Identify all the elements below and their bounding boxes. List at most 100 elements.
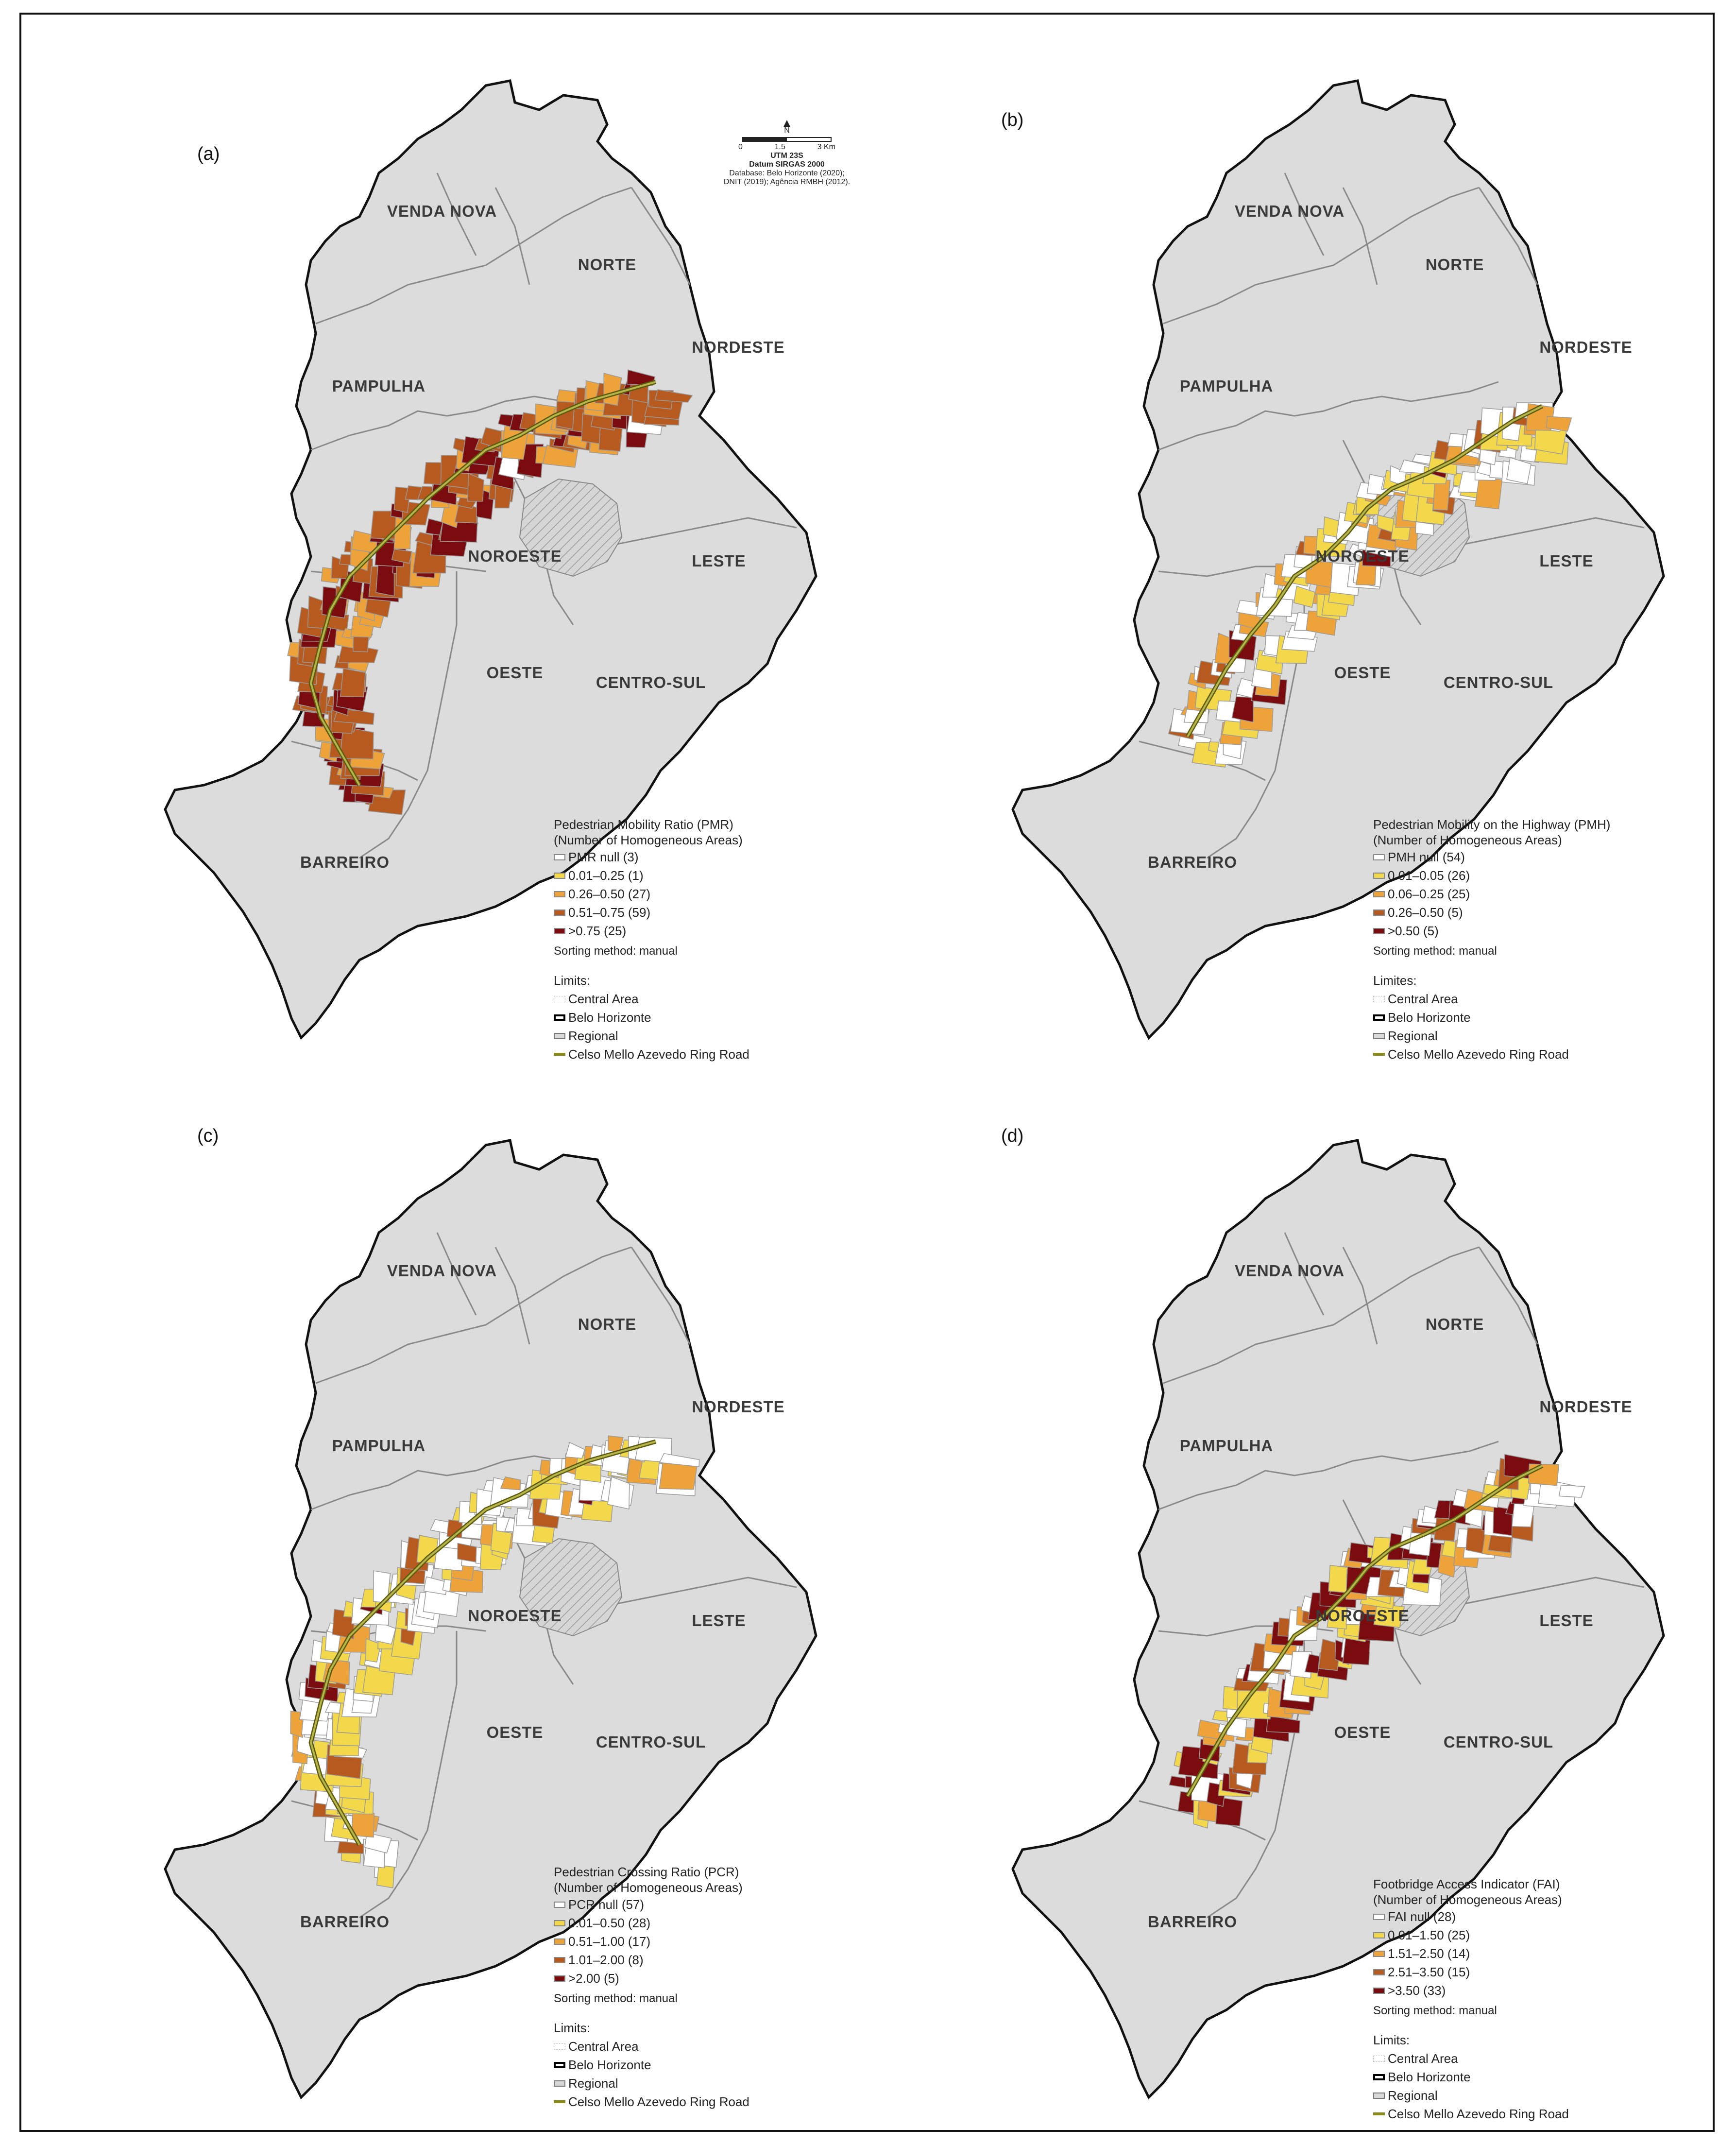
legend-class-label: 0.51–0.75 (59): [568, 905, 651, 920]
limits-label: Regional: [1388, 1029, 1438, 1043]
north-label: N: [784, 126, 790, 135]
limits-label: Celso Mello Azevedo Ring Road: [1388, 2107, 1569, 2121]
map-b: VENDA NOVA NORTE NORDESTE PAMPULHA NOROESTE L…: [1011, 79, 1665, 1040]
north-arrow-icon: ▲: [781, 117, 793, 130]
region-label: VENDA NOVA: [387, 1262, 497, 1280]
limits-swatch: [554, 1014, 565, 1021]
region-label: VENDA NOVA: [1235, 1262, 1345, 1280]
legend-swatch: [554, 909, 565, 916]
map-info: ▲ N 0 1.5 3 Km UTM 23S Datum SIRGAS 2000…: [709, 117, 865, 187]
limits-item: Central Area: [1373, 990, 1610, 1008]
homogeneous-area: [364, 1832, 392, 1854]
legend-swatch: [554, 1938, 565, 1945]
legend-swatch: [554, 1920, 565, 1926]
homogeneous-area: [1475, 475, 1503, 510]
legend-class-label: 0.06–0.25 (25): [1388, 887, 1470, 901]
legend-swatch: [1373, 909, 1385, 916]
limits-item: Regional: [1373, 2086, 1569, 2105]
region-label: NORTE: [578, 256, 637, 274]
datum-label: Datum SIRGAS 2000: [749, 160, 825, 169]
legend-title: Pedestrian Mobility on the Highway (PMH): [1373, 817, 1611, 832]
region-label: NORTE: [1426, 1315, 1484, 1333]
region-label: NORTE: [1426, 256, 1484, 274]
homogeneous-area: [340, 726, 374, 760]
region-label: NORTE: [578, 1315, 637, 1333]
homogeneous-area: [1433, 480, 1451, 511]
region-label: OESTE: [487, 1723, 544, 1741]
homogeneous-area: [423, 1576, 448, 1595]
ring-road-inner: [309, 1441, 656, 1845]
sorting-note: Sorting method: manual: [1373, 2004, 1497, 2017]
limits-item: Celso Mello Azevedo Ring Road: [554, 1045, 749, 1063]
limits-item: Celso Mello Azevedo Ring Road: [1373, 2105, 1569, 2123]
limits-swatch: [1373, 2074, 1385, 2080]
homogeneous-area: [565, 1441, 585, 1459]
legend-swatch: [1373, 1913, 1385, 1920]
limits-swatch: [1373, 2092, 1385, 2099]
legend-class-label: >2.00 (5): [568, 1971, 619, 1986]
homogeneous-area: [467, 473, 484, 502]
panel-d: (d) VENDA NOVA NORTE NORDESTE PAMPULHA NOROE…: [867, 1072, 1715, 2132]
limits-label: Belo Horizonte: [1388, 1010, 1471, 1025]
legend-swatch: [554, 1975, 565, 1982]
legend-swatch: [554, 927, 565, 934]
regional-boundary: [630, 1247, 691, 1345]
limits-label: Belo Horizonte: [568, 2058, 651, 2072]
legend-title: Footbridge Access Indicator (FAI): [1373, 1877, 1560, 1891]
projection-label: UTM 23S: [770, 152, 803, 160]
region-label: LESTE: [692, 1612, 746, 1629]
region-label: VENDA NOVA: [1235, 202, 1345, 220]
legend-class-label: PCR null (57): [568, 1897, 645, 1912]
regional-boundary: [630, 187, 691, 285]
limits-swatch: [554, 2043, 565, 2050]
limits-item: Regional: [554, 2074, 749, 2093]
region-label: OESTE: [487, 664, 544, 682]
legend-swatch: [1373, 1932, 1385, 1938]
legend-class: 0.01–0.25 (1): [554, 866, 749, 885]
region-label: CENTRO-SUL: [1444, 1733, 1553, 1751]
regional-boundary: [315, 1246, 632, 1384]
panel-label: (c): [197, 1126, 219, 1146]
limits-item: Belo Horizonte: [554, 2056, 749, 2074]
limits-title: Limits:: [1373, 2033, 1410, 2047]
limits-swatch: [554, 2100, 565, 2103]
homogeneous-area: [340, 668, 366, 698]
limits-swatch: [1373, 1053, 1385, 1056]
legend-class: PCR null (57): [554, 1895, 749, 1914]
homogeneous-area: [1293, 585, 1316, 608]
limits-item: Central Area: [554, 990, 749, 1008]
sorting-note: Sorting method: manual: [554, 1992, 678, 2005]
scale-bar: [742, 137, 832, 142]
legend-swatch: [1373, 1987, 1385, 1994]
limits-title: Limites:: [1373, 973, 1417, 988]
region-label: NORDESTE: [692, 1398, 784, 1416]
region-label: BARREIRO: [300, 1913, 390, 1931]
region-label: OESTE: [1334, 664, 1391, 682]
homogeneous-area: [1318, 1638, 1341, 1671]
limits-label: Central Area: [1388, 992, 1458, 1006]
panel-b: (b) VENDA NOVA NORTE NORDESTE PAMPULHA NOROE…: [867, 13, 1715, 1072]
panel-label: (d): [1001, 1126, 1024, 1146]
region-label: LESTE: [1539, 1612, 1593, 1629]
legend-subtitle: (Number of Homogeneous Areas): [1373, 1892, 1562, 1907]
regional-boundary: [436, 172, 477, 256]
regional-boundary: [1163, 1246, 1480, 1384]
legend-class-label: PMH null (54): [1388, 850, 1465, 864]
limits-label: Celso Mello Azevedo Ring Road: [1388, 1047, 1569, 1062]
legend-class-label: 0.01–0.50 (28): [568, 1916, 651, 1930]
regional-boundary: [1478, 187, 1538, 285]
limits-swatch: [554, 2061, 565, 2068]
legend-class-label: >0.50 (5): [1388, 924, 1439, 938]
legend-class: 0.01–0.05 (26): [1373, 866, 1610, 885]
panel-c: (c) VENDA NOVA NORTE NORDESTE PAMPULHA NOROE…: [19, 1072, 867, 2132]
homogeneous-area: [626, 369, 656, 386]
regional-boundary: [494, 1247, 530, 1345]
regional-boundary: [1478, 1247, 1538, 1345]
limits-item: Central Area: [554, 2037, 749, 2056]
homogeneous-area: [654, 389, 693, 403]
ring-road-inner: [1187, 405, 1543, 737]
limits-swatch: [1373, 995, 1385, 1002]
region-label: CENTRO-SUL: [596, 1733, 706, 1751]
legend-swatch: [554, 1901, 565, 1908]
legend-subtitle: (Number of Homogeneous Areas): [1373, 833, 1562, 847]
